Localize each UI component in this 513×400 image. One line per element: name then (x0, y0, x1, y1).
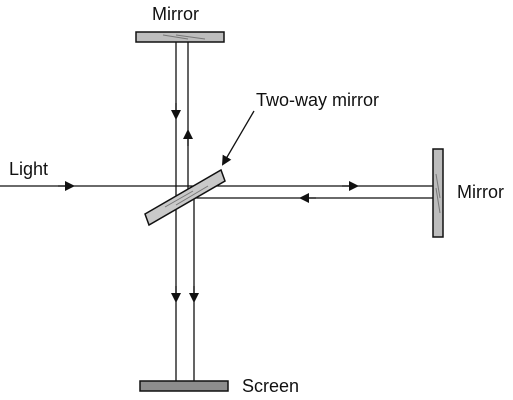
two-way-mirror-label: Two-way mirror (256, 90, 380, 110)
top-mirror-label: Mirror (152, 4, 199, 24)
right-mirror (432, 148, 444, 238)
top-mirror (135, 31, 225, 43)
two-way-mirror-pointer (221, 110, 255, 166)
right-mirror-label: Mirror (457, 182, 504, 202)
screen-label: Screen (242, 376, 300, 396)
screen (139, 380, 229, 392)
light-label: Light (9, 159, 49, 179)
two-way-mirror (144, 168, 226, 227)
beam-arrows (58, 103, 359, 303)
